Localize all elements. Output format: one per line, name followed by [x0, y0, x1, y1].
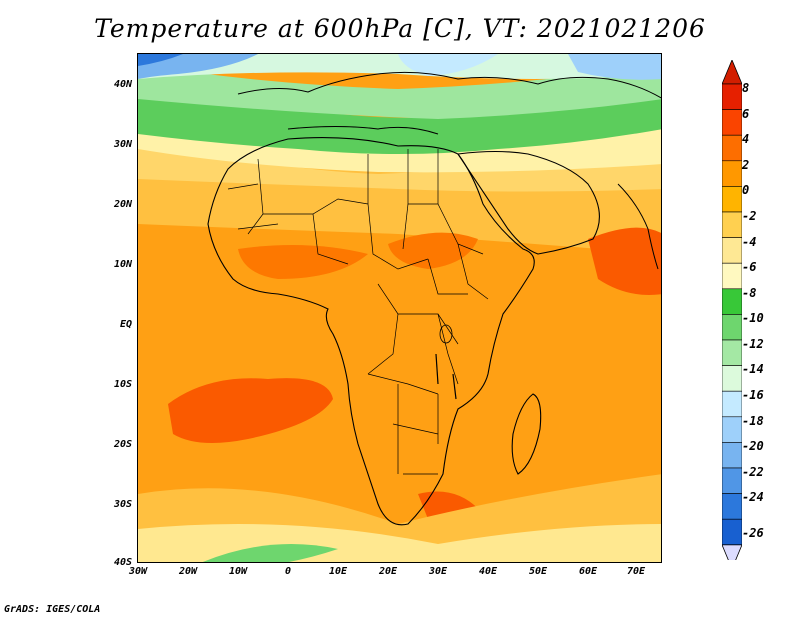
lat-label-10s: 10S	[113, 379, 132, 390]
colorbar-swatch	[722, 186, 742, 213]
colorbar-swatch	[722, 467, 742, 494]
lon-label-70e: 70E	[626, 566, 646, 577]
lat-label-40n: 40N	[113, 79, 132, 90]
colorbar-swatch	[722, 288, 742, 315]
colorbar-label-m10: -10	[742, 311, 764, 325]
cold-core-nw	[138, 54, 183, 66]
colorbar-swatch	[722, 442, 742, 469]
colorbar-label-m22: -22	[742, 465, 764, 479]
colorbar-label-m12: -12	[742, 337, 764, 351]
cold-patch-nw	[138, 54, 258, 79]
colorbar-label-6: 6	[742, 107, 750, 121]
lon-label-30w: 30W	[128, 566, 148, 577]
field-band-minus4c	[138, 114, 661, 173]
lake-tanganyika	[435, 353, 439, 385]
warm-patch-westafrica	[238, 245, 368, 279]
colorbar-swatch	[722, 493, 742, 520]
field-band-minus6c	[138, 84, 661, 154]
colorbar-swatch	[722, 83, 742, 110]
colorbar-swatch	[722, 416, 742, 443]
colorbar-label-8: 8	[742, 81, 750, 95]
lat-label-eq: EQ	[119, 319, 132, 330]
lat-label-30s: 30S	[113, 499, 132, 510]
colorbar-swatch	[722, 134, 742, 162]
colorbar-swatch	[722, 518, 742, 546]
warm-patch-arabiansea	[588, 227, 661, 295]
lat-label-20s: 20S	[113, 439, 132, 450]
footer-credit: GrADS: IGES/COLA	[4, 604, 101, 615]
colorbar-label-m20: -20	[742, 439, 764, 453]
colorbar-swatch	[722, 237, 742, 264]
colorbar-swatch	[722, 211, 742, 238]
lon-label-60e: 60E	[578, 566, 598, 577]
cold-patch-ne	[568, 54, 661, 80]
colorbar-swatch	[722, 365, 742, 392]
field-band-0c	[138, 134, 661, 192]
lake-malawi	[452, 373, 457, 400]
colorbar-swatch	[722, 262, 742, 290]
lon-label-10w: 10W	[228, 566, 248, 577]
warm-patch-sahel	[388, 232, 478, 269]
colorbar-bottom-arrow	[722, 544, 742, 560]
lon-label-0: 0	[284, 566, 292, 577]
lon-label-20e: 20E	[378, 566, 398, 577]
colorbar-swatch	[722, 160, 742, 187]
madagascar-coastline	[511, 393, 542, 475]
lon-label-40e: 40E	[478, 566, 498, 577]
colorbar-label-m2: -2	[742, 209, 757, 223]
lat-label-40s: 40S	[113, 557, 132, 568]
warm-patch-southatlantic	[168, 378, 333, 443]
colorbar-label-m16: -16	[742, 388, 764, 402]
colorbar-label-m24: -24	[742, 490, 764, 504]
cold-patch-n	[398, 54, 498, 76]
colorbar-label-m14: -14	[742, 362, 764, 376]
colorbar-top-arrow	[722, 60, 742, 85]
lon-label-50e: 50E	[528, 566, 548, 577]
colorbar	[722, 60, 742, 560]
lon-label-30e: 30E	[428, 566, 448, 577]
colorbar-label-m8: -8	[742, 286, 757, 300]
field-south-green	[202, 544, 338, 562]
field-band-minus8c	[138, 64, 661, 119]
colorbar-label-m4: -4	[742, 235, 757, 249]
colorbar-label-m18: -18	[742, 414, 764, 428]
temperature-map	[138, 54, 661, 562]
lat-label-30n: 30N	[113, 139, 132, 150]
colorbar-swatch	[722, 390, 742, 418]
map-title: Temperature at 600hPa [C], VT: 202102120…	[94, 14, 706, 43]
colorbar-label-2: 2	[742, 158, 750, 172]
country-borders	[227, 149, 489, 475]
colorbar-label-0: 0	[742, 183, 750, 197]
colorbar-label-m26: -26	[742, 526, 764, 540]
map-panel	[137, 53, 662, 563]
india-coastline	[617, 183, 659, 270]
colorbar-swatch	[722, 339, 742, 366]
lon-label-10e: 10E	[328, 566, 348, 577]
lat-label-10n: 10N	[113, 259, 132, 270]
colorbar-swatch	[722, 314, 742, 341]
lon-label-20w: 20W	[178, 566, 198, 577]
lat-label-20n: 20N	[113, 199, 132, 210]
colorbar-swatch	[722, 109, 742, 136]
arabia-coastline	[457, 150, 600, 255]
mediterranean-south-coast	[287, 126, 439, 135]
colorbar-label-4: 4	[742, 132, 750, 146]
field-band-minus10c	[138, 54, 661, 79]
lake-victoria	[439, 324, 453, 344]
colorbar-label-m6: -6	[742, 260, 757, 274]
europe-coastline	[237, 71, 661, 99]
